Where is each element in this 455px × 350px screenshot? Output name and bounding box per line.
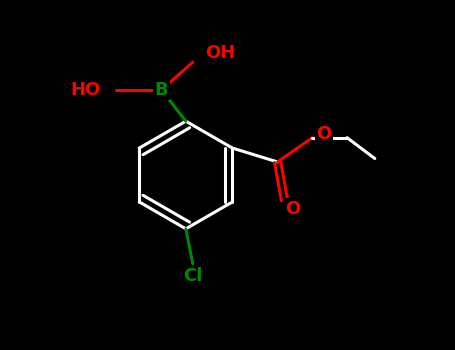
Text: OH: OH xyxy=(205,44,235,62)
Text: Cl: Cl xyxy=(183,267,202,285)
Text: HO: HO xyxy=(71,81,101,99)
Text: O: O xyxy=(317,125,332,142)
Text: B: B xyxy=(155,81,168,99)
Text: O: O xyxy=(286,200,301,218)
